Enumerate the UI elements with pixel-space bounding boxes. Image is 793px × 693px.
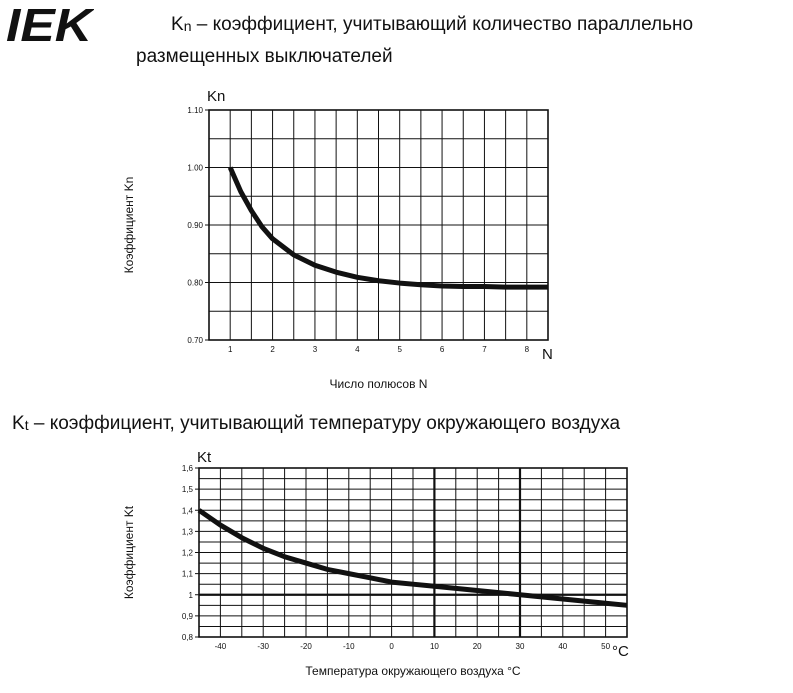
data-curve (227, 166, 548, 290)
x-tick-label: 8 (525, 345, 530, 354)
y-tick-label: 0,9 (182, 612, 194, 621)
x-tick-label: 30 (516, 642, 525, 651)
y-tick-label: 1.00 (187, 164, 203, 173)
logo-text: IEK (6, 3, 94, 45)
y-tick-label: 1,6 (182, 464, 194, 473)
x-corner-label: N (542, 346, 553, 363)
x-tick-label: 20 (473, 642, 482, 651)
x-tick-label: 3 (313, 345, 318, 354)
y-tick-label: 1,3 (182, 527, 194, 536)
x-axis-title: Температура окружающего воздуха °С (305, 664, 521, 678)
y-tick-label: 0.70 (187, 336, 203, 345)
iek-logo: IEK (6, 3, 94, 45)
y-tick-label: 0,8 (182, 633, 194, 642)
x-tick-label: 6 (440, 345, 445, 354)
x-tick-label: 7 (482, 345, 487, 354)
x-tick-label: -40 (215, 642, 227, 651)
y-corner-label: Kn (207, 88, 225, 105)
x-tick-label: 4 (355, 345, 360, 354)
y-tick-label: 1,4 (182, 506, 194, 515)
y-tick-label: 1,2 (182, 549, 194, 558)
x-tick-label: 40 (558, 642, 567, 651)
kn-heading: Kn – коэффициент, учитывающий количество… (171, 14, 693, 36)
x-tick-label: 5 (397, 345, 402, 354)
kn-subscript: n (183, 18, 192, 34)
kt-subscript: t (24, 417, 29, 433)
data-curve (197, 508, 628, 608)
x-corner-label: °C (612, 643, 629, 660)
kt-heading: Kt – коэффициент, учитывающий температур… (12, 413, 620, 435)
kt-heading-text: – коэффициент, учитывающий температуру о… (28, 413, 621, 434)
kn-heading-text: – коэффициент, учитывающий количество па… (191, 14, 694, 35)
x-tick-label: 10 (430, 642, 439, 651)
kt-symbol: K (12, 413, 25, 434)
y-tick-label: 1 (189, 591, 194, 600)
x-tick-label: 1 (228, 345, 233, 354)
y-axis-title: Коэффициент Kn (122, 177, 136, 274)
kn-symbol: K (171, 14, 184, 35)
y-tick-label: 1,1 (182, 570, 194, 579)
y-axis-title: Коэффициент Kt (122, 505, 136, 599)
x-tick-label: -30 (257, 642, 269, 651)
y-tick-label: 1.10 (187, 106, 203, 115)
y-tick-label: 1,5 (182, 485, 194, 494)
y-tick-label: 0.90 (187, 221, 203, 230)
y-tick-label: 0.80 (187, 279, 203, 288)
y-corner-label: Kt (197, 449, 212, 466)
x-axis-title: Число полюсов N (330, 377, 428, 391)
x-tick-label: 50 (601, 642, 610, 651)
x-tick-label: 2 (270, 345, 275, 354)
x-tick-label: 0 (389, 642, 394, 651)
kn-heading-line2: размещенных выключателей (136, 46, 393, 67)
x-tick-label: -10 (343, 642, 355, 651)
x-tick-label: -20 (300, 642, 312, 651)
